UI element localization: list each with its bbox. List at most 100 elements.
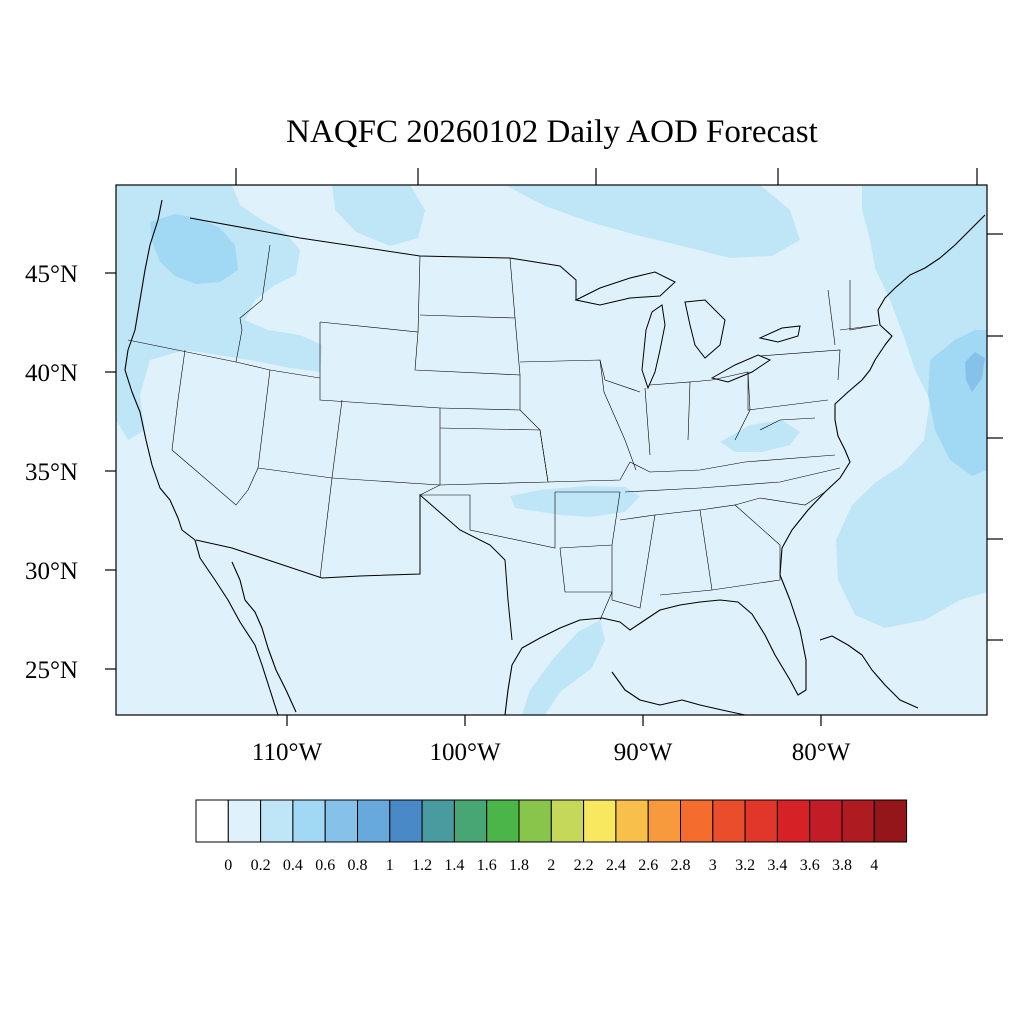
colorbar-box-18	[776, 799, 811, 843]
state-line-illinois-indiana	[644, 387, 651, 456]
colorbar-box-21	[873, 799, 908, 843]
colorbar-box-20	[841, 799, 875, 843]
colorbar-boxes	[195, 799, 908, 843]
colorbar-label-12: 2.4	[606, 857, 626, 874]
state-line-alabama	[654, 509, 713, 596]
lake-huron	[684, 299, 726, 359]
state-line-ma	[839, 324, 879, 331]
colorbar-label-19: 3.8	[832, 857, 852, 874]
colorbar-label-10: 2	[547, 857, 555, 874]
colorbar-box-19	[809, 799, 843, 843]
lon-label-100w: 100°W	[429, 739, 500, 766]
lat-label-30n: 30°N	[25, 558, 78, 585]
map-panel	[105, 168, 1003, 726]
aod-patch-montana	[332, 185, 425, 246]
colorbar-box-2	[260, 799, 294, 843]
mexico-yucatan-coast	[611, 671, 746, 716]
longitude-labels: 110°W 100°W 90°W 80°W	[252, 739, 851, 766]
colorbar-box-7	[421, 799, 455, 843]
lat-label-25n: 25°N	[25, 657, 78, 684]
colorbar-label-3: 0.6	[315, 857, 335, 874]
colorbar-box-9	[486, 799, 520, 843]
map-frame	[115, 184, 988, 716]
colorbar-box-14	[647, 799, 682, 843]
state-line-or-ca-nv	[127, 339, 237, 363]
colorbar-box-13	[615, 799, 649, 843]
colorbar-box-17	[744, 799, 778, 843]
colorbar-label-20: 4	[870, 857, 878, 874]
aod-patch-south-central	[510, 486, 640, 517]
state-line-nd-mn	[509, 257, 516, 319]
state-line-new-york	[759, 349, 841, 381]
aod-patch-offshore-core	[965, 352, 985, 392]
colorbar-box-11	[550, 799, 585, 843]
colorbar-box-8	[453, 799, 488, 843]
colorbar-label-6: 1.2	[412, 857, 432, 874]
colorbar-box-4	[324, 799, 359, 843]
colorbar-box-10	[518, 799, 552, 843]
lake-superior	[574, 271, 676, 306]
state-line-ut-co	[331, 399, 343, 479]
lat-label-40n: 40°N	[25, 360, 78, 387]
colorbar-label-13: 2.6	[638, 857, 658, 874]
coastlines	[124, 199, 986, 716]
colorbar-label-9: 1.8	[509, 857, 529, 874]
colorbar-label-7: 1.4	[444, 857, 464, 874]
state-line-tn-ky-va	[629, 454, 836, 473]
state-line-louisiana	[559, 547, 613, 621]
state-line-pennsylvania	[747, 372, 829, 411]
lon-label-110w: 110°W	[252, 739, 323, 766]
state-line-illinois-west	[599, 359, 637, 471]
colorbar-label-16: 3.2	[735, 857, 755, 874]
lake-ontario	[758, 325, 801, 343]
state-line-vt-nh	[827, 289, 836, 346]
colorbar-box-5	[357, 799, 391, 843]
colorbar-box-16	[712, 799, 746, 843]
colorbar-box-12	[583, 799, 617, 843]
colorbar-label-15: 3	[709, 857, 717, 874]
aod-patch-great-lakes-north	[505, 185, 800, 258]
state-line-maine-nh	[849, 280, 879, 331]
colorbar-box-15	[680, 799, 714, 843]
colorbar-labels: 0 0.2 0.4 0.6 0.8 1 1.2 1.4 1.6 1.8 2 2.2 2.4 2.6 2.8 3…	[224, 857, 878, 874]
lake-erie	[710, 354, 772, 383]
colorbar-label-0: 0	[224, 857, 232, 874]
colorbar-label-5: 1	[386, 857, 394, 874]
colorbar-label-18: 3.6	[800, 857, 820, 874]
state-line-az-nm	[319, 477, 333, 579]
map-ticks	[105, 168, 1003, 726]
lon-label-90w: 90°W	[614, 739, 673, 766]
pacific-coastline	[124, 199, 279, 716]
state-line-md-wv	[759, 417, 816, 431]
great-lakes	[574, 271, 801, 390]
lat-label-45n: 45°N	[25, 261, 78, 288]
colorbar-label-17: 3.4	[767, 857, 787, 874]
state-line-tn-nc	[624, 467, 841, 493]
latitude-labels: 45°N 40°N 35°N 30°N 25°N	[25, 261, 78, 684]
colorbar-label-1: 0.2	[251, 857, 271, 874]
colorbar-label-11: 2.2	[574, 857, 594, 874]
colorbar-label-14: 2.8	[671, 857, 691, 874]
colorbar-label-2: 0.4	[283, 857, 303, 874]
lat-label-35n: 35°N	[25, 459, 78, 486]
colorbar-label-4: 0.8	[348, 857, 368, 874]
state-line-georgia	[699, 504, 781, 591]
state-line-sc	[734, 491, 826, 506]
lon-label-80w: 80°W	[792, 739, 851, 766]
atlantic-gulf-coastline	[504, 214, 986, 716]
colorbar-box-6	[389, 799, 423, 843]
state-line-mississippi	[611, 514, 656, 609]
colorbar: 0 0.2 0.4 0.6 0.8 1 1.2 1.4 1.6 1.8 2 2.2 2.4 2.6 2.8 3…	[195, 799, 908, 874]
state-line-iowa-north	[519, 359, 641, 393]
figure-title: NAQFC 20260102 Daily AOD Forecast	[286, 114, 818, 150]
state-line-ca-nv-a	[171, 349, 186, 451]
state-line-ca-nv-b	[171, 449, 249, 506]
colorbar-label-8: 1.6	[477, 857, 497, 874]
aod-patch-atlantic	[836, 185, 987, 628]
aod-patch-puget-sound	[150, 214, 238, 284]
state-line-missouri	[519, 409, 631, 483]
colorbar-box-1	[227, 799, 262, 843]
colorbar-box-3	[292, 799, 326, 843]
aod-patch-virginia	[720, 420, 800, 452]
